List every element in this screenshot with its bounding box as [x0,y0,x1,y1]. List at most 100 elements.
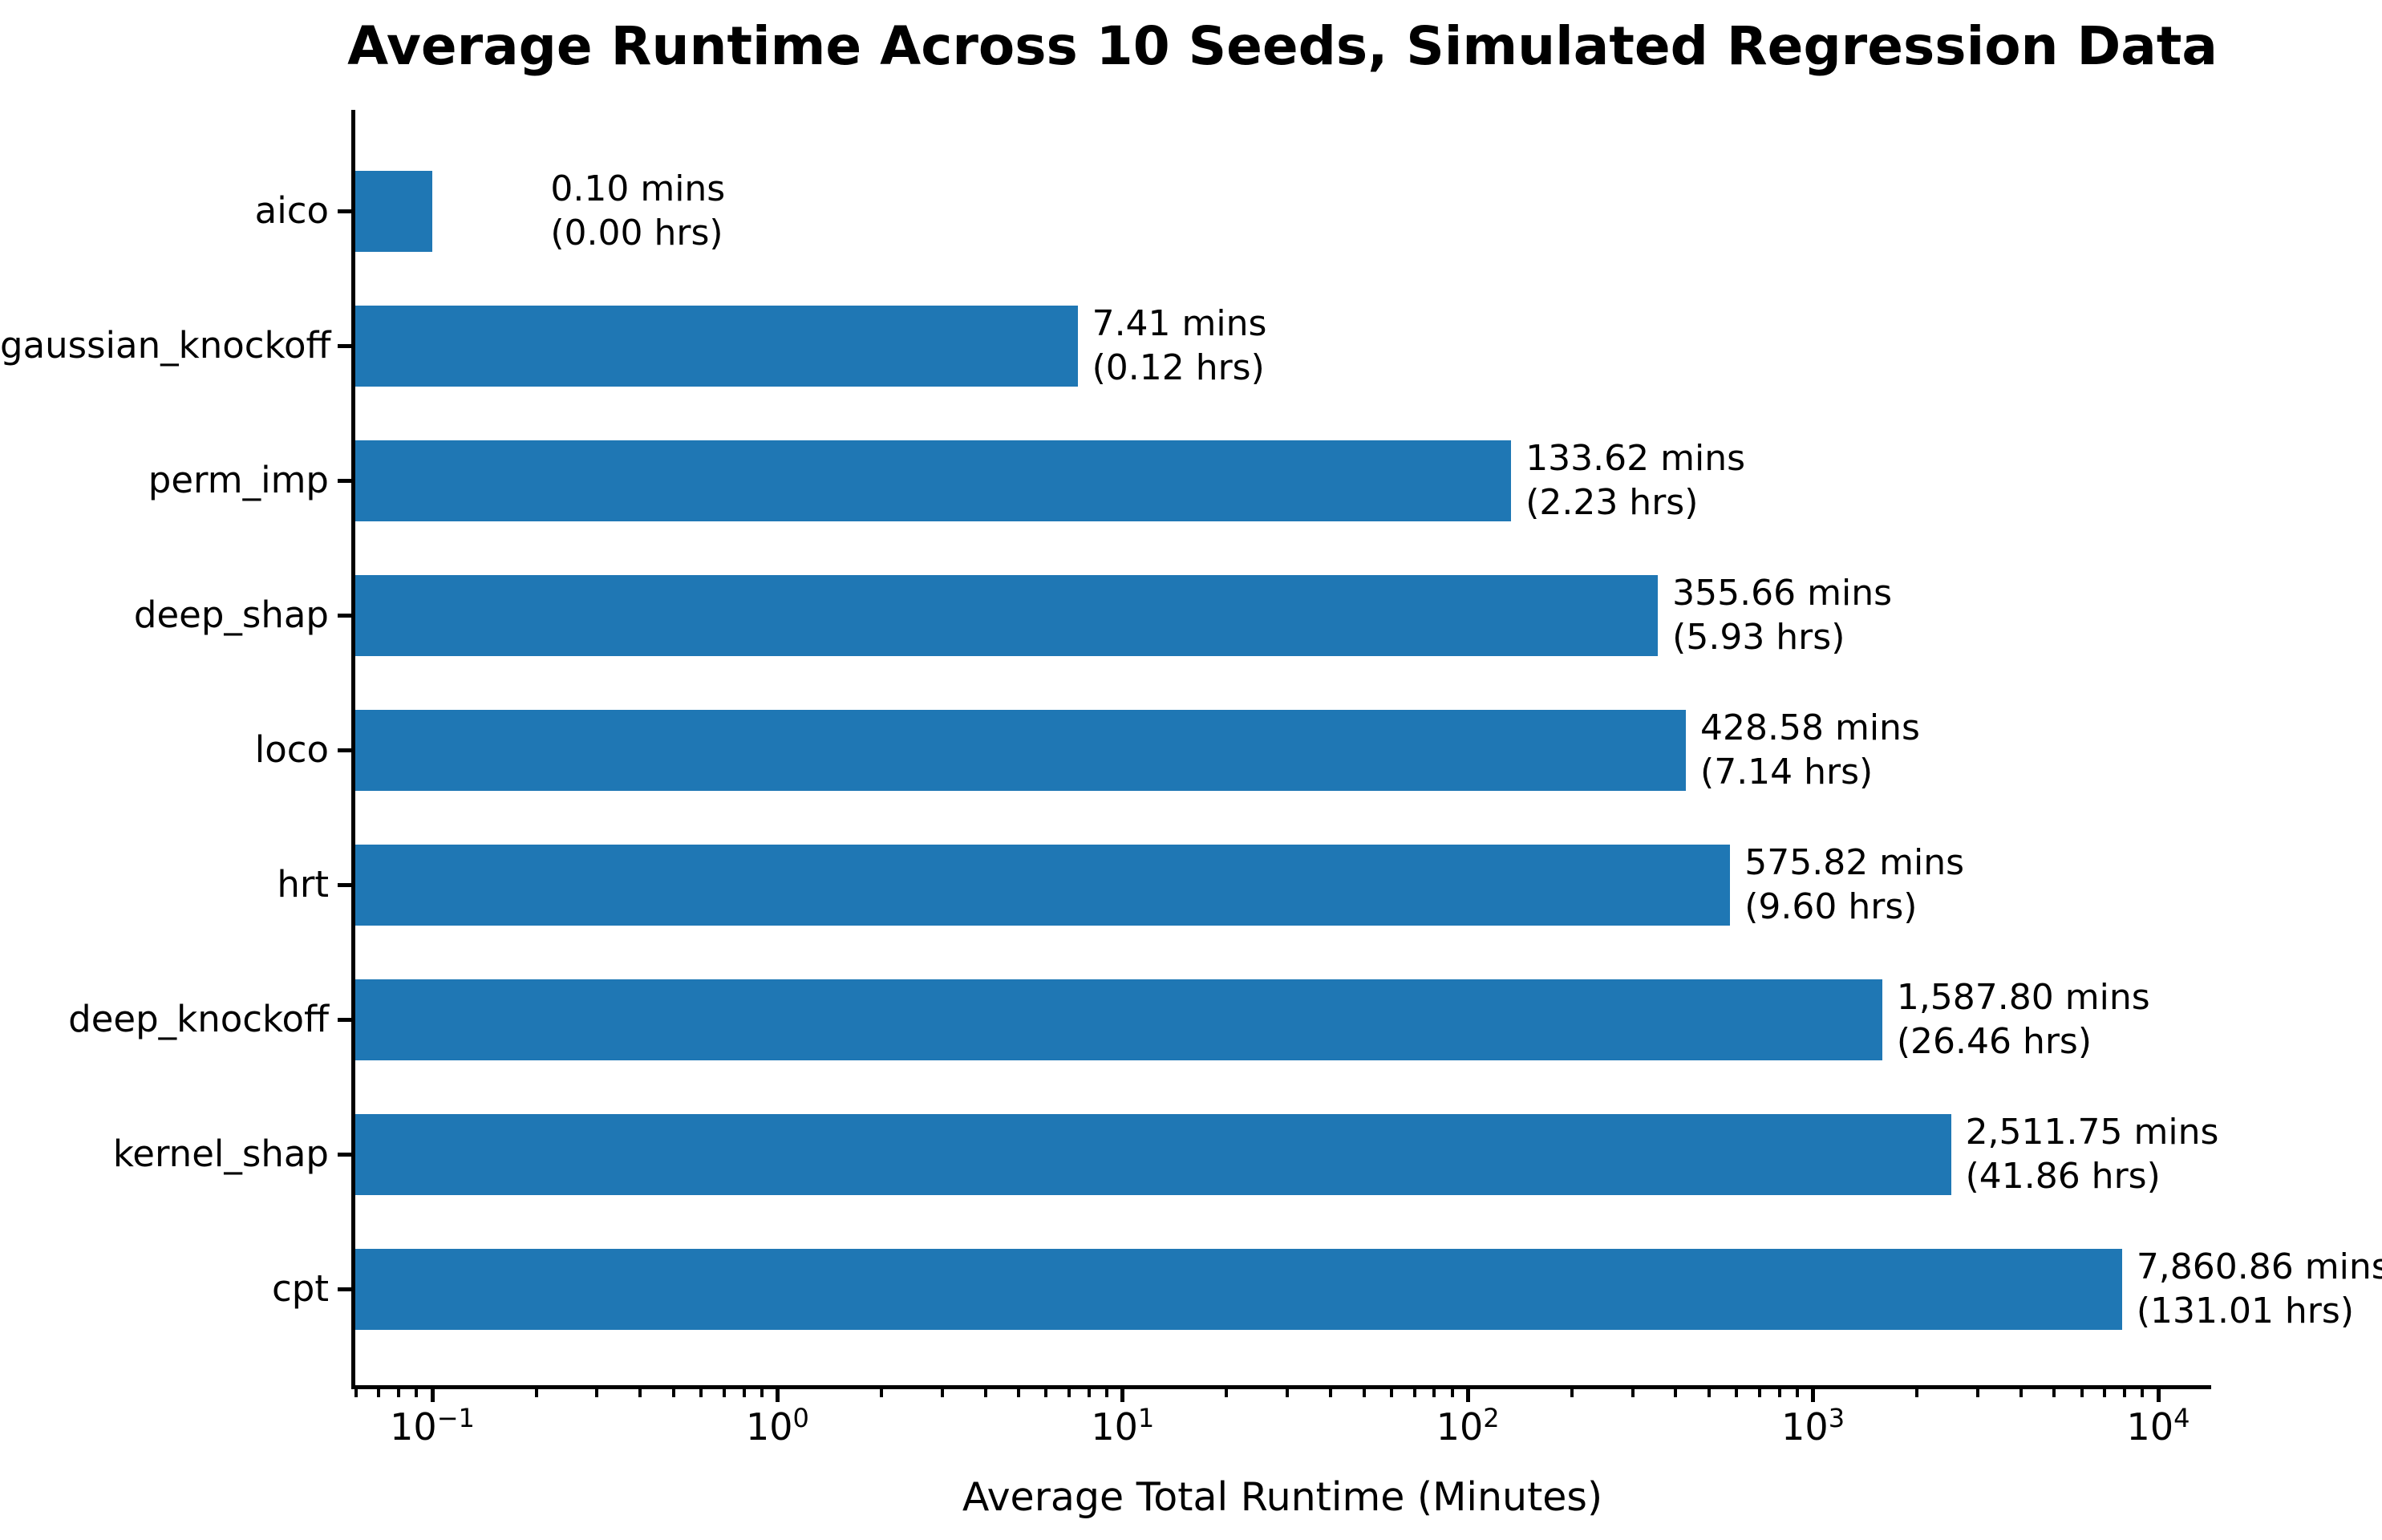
x-minor-tick [1017,1389,1021,1397]
x-minor-tick [983,1389,987,1397]
x-minor-tick [1286,1389,1290,1397]
value-annotation: 1,587.80 mins (26.46 hrs) [1897,975,2150,1064]
x-minor-tick [415,1389,419,1397]
x-major-tick [775,1389,780,1402]
value-annotation: 355.66 mins (5.93 hrs) [1672,571,1892,659]
value-annotation: 7.41 mins (0.12 hrs) [1092,302,1267,390]
x-minor-tick [1735,1389,1739,1397]
x-major-tick [430,1389,435,1402]
value-annotation-mins: 428.58 mins [1700,707,1920,748]
x-major-tick [1465,1389,1470,1402]
x-minor-tick [1674,1389,1678,1397]
x-minor-tick [2141,1389,2145,1397]
value-annotation-mins: 2,511.75 mins [1965,1112,2219,1153]
x-tick-label: 104 [2127,1405,2190,1449]
x-minor-tick [1328,1389,1332,1397]
x-minor-tick [1450,1389,1454,1397]
x-axis-label: Average Total Runtime (Minutes) [962,1474,1603,1520]
value-annotation-hrs: (9.60 hrs) [1744,886,1918,927]
y-tick [338,343,351,348]
x-tick-label-base: 10 [1091,1405,1138,1449]
bar [355,305,1078,387]
x-minor-tick [760,1389,764,1397]
x-minor-tick [1389,1389,1393,1397]
category-label: deep_knockoff [68,998,329,1040]
x-minor-tick [377,1389,381,1397]
x-minor-tick [2052,1389,2056,1397]
y-tick [338,1287,351,1291]
value-annotation-mins: 133.62 mins [1525,438,1746,479]
y-tick [338,209,351,213]
y-tick [338,613,351,618]
x-minor-tick [722,1389,726,1397]
x-minor-tick [2080,1389,2084,1397]
x-minor-tick [699,1389,703,1397]
x-minor-tick [1105,1389,1109,1397]
x-minor-tick [1432,1389,1436,1397]
value-annotation-hrs: (0.00 hrs) [550,213,723,253]
x-tick-label: 102 [1436,1405,1500,1449]
bar [355,440,1512,521]
y-tick [338,748,351,752]
y-tick [338,478,351,483]
x-minor-tick [534,1389,538,1397]
x-minor-tick [1225,1389,1229,1397]
value-annotation: 0.10 mins (0.00 hrs) [550,167,725,255]
x-minor-tick [1777,1389,1781,1397]
y-tick [338,1017,351,1022]
x-minor-tick [1044,1389,1048,1397]
x-major-tick [1120,1389,1125,1402]
category-label: deep_shap [133,594,329,636]
x-major-tick [2156,1389,2161,1402]
bar [355,170,432,252]
x-axis-spine [351,1385,2211,1389]
x-minor-tick [940,1389,944,1397]
x-minor-tick [595,1389,599,1397]
x-tick-label-base: 10 [390,1405,437,1449]
x-minor-tick [1757,1389,1761,1397]
x-minor-tick [1067,1389,1071,1397]
x-minor-tick [638,1389,642,1397]
value-annotation: 133.62 mins (2.23 hrs) [1525,436,1745,525]
x-tick-label-exponent: 0 [792,1403,809,1433]
x-minor-tick [397,1389,401,1397]
x-minor-tick [1795,1389,1799,1397]
y-tick [338,882,351,887]
x-minor-tick [671,1389,675,1397]
bar [355,979,1883,1060]
x-tick-label: 101 [1091,1405,1154,1449]
y-tick [338,1152,351,1157]
value-annotation-mins: 1,587.80 mins [1896,977,2150,1018]
x-tick-label-base: 10 [745,1405,793,1449]
x-minor-tick [1708,1389,1712,1397]
x-minor-tick [1975,1389,1979,1397]
value-annotation-mins: 355.66 mins [1672,573,1893,614]
x-major-tick [1811,1389,1816,1402]
x-minor-tick [879,1389,883,1397]
bar [355,844,1731,926]
category-label: kernel_shap [112,1133,329,1175]
category-label: hrt [277,863,329,906]
category-label: loco [254,728,329,771]
x-tick-label: 103 [1781,1405,1845,1449]
x-minor-tick [2019,1389,2023,1397]
x-tick-label-base: 10 [2126,1405,2174,1449]
x-tick-label-exponent: −1 [436,1403,475,1433]
value-annotation-hrs: (7.14 hrs) [1700,752,1874,792]
value-annotation-mins: 0.10 mins [550,168,726,209]
category-label: perm_imp [148,459,329,501]
value-annotation-hrs: (2.23 hrs) [1525,482,1699,523]
category-label: aico [254,189,329,232]
x-tick-label-base: 10 [1781,1405,1829,1449]
x-minor-tick [1570,1389,1574,1397]
x-minor-tick [742,1389,746,1397]
value-annotation: 2,511.75 mins (41.86 hrs) [1966,1110,2219,1198]
x-minor-tick [1088,1389,1092,1397]
value-annotation-mins: 7,860.86 mins [2136,1246,2382,1287]
value-annotation-hrs: (0.12 hrs) [1092,347,1265,388]
x-tick-label-exponent: 3 [1828,1403,1845,1433]
value-annotation: 7,860.86 mins (131.01 hrs) [2137,1245,2382,1333]
category-label: gaussian_knockoff [0,324,331,367]
x-minor-tick [1362,1389,1366,1397]
